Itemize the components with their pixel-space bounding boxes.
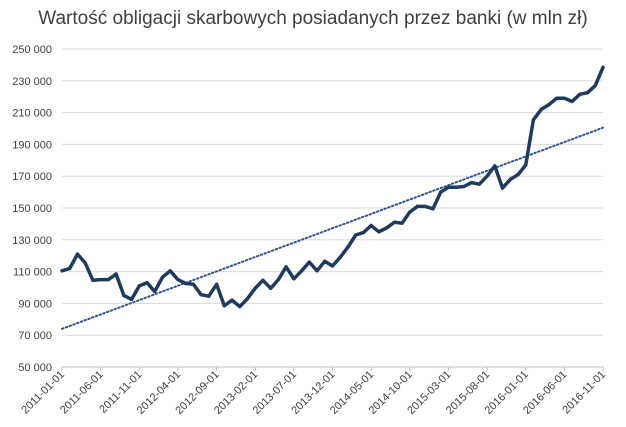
data-point (485, 174, 489, 178)
data-point (261, 278, 265, 282)
data-point (338, 255, 342, 259)
data-point (601, 65, 605, 69)
data-point (423, 204, 427, 209)
data-point (253, 286, 257, 290)
chart-title: Wartość obligacji skarbowych posiadanych… (38, 8, 588, 29)
y-tick-label: 110 000 (13, 267, 52, 279)
data-point (462, 184, 466, 189)
data-point (516, 173, 520, 177)
data-point (431, 207, 435, 211)
data-point (547, 103, 551, 107)
data-point (284, 265, 288, 269)
data-point (539, 107, 543, 112)
data-point (415, 204, 420, 209)
y-tick-label: 50 000 (18, 362, 52, 374)
data-point (531, 118, 536, 122)
data-point (191, 282, 195, 286)
data-point (75, 252, 80, 256)
data-point (184, 281, 188, 286)
data-point (493, 164, 497, 168)
data-point (137, 284, 141, 288)
y-tick-label: 170 000 (12, 171, 52, 183)
series-line (60, 65, 605, 309)
data-point (330, 264, 335, 268)
data-point (114, 272, 118, 276)
data-point (199, 293, 203, 297)
data-point (129, 297, 134, 302)
data-point (299, 269, 304, 273)
y-tick-label: 70 000 (18, 330, 52, 342)
trendline (61, 126, 604, 330)
data-point (385, 226, 389, 230)
data-point (176, 277, 180, 282)
data-point (408, 210, 412, 214)
data-point (585, 91, 590, 95)
data-point (222, 304, 226, 308)
data-point (307, 260, 311, 264)
y-tick-label: 150 000 (12, 203, 52, 215)
data-point (470, 180, 474, 185)
data-point (145, 281, 149, 285)
y-tick-label: 250 000 (12, 44, 52, 56)
y-tick-label: 130 000 (12, 235, 52, 247)
data-point (369, 223, 373, 228)
data-point (323, 259, 327, 263)
data-point (454, 185, 458, 189)
data-point (269, 286, 273, 290)
y-tick-label: 90 000 (18, 298, 52, 310)
data-point (578, 92, 582, 96)
data-point (292, 277, 296, 281)
data-point (392, 220, 396, 224)
data-point (346, 245, 350, 249)
data-point (508, 177, 512, 181)
data-point (91, 278, 95, 282)
data-point (593, 83, 597, 88)
data-point (168, 269, 172, 273)
data-point (439, 190, 443, 194)
data-point (83, 261, 87, 265)
data-point (361, 231, 366, 235)
y-tick-label: 230 000 (12, 76, 52, 88)
data-point (562, 96, 566, 100)
data-point (60, 269, 64, 273)
data-point (122, 293, 126, 298)
data-point (354, 233, 358, 237)
data-point (570, 99, 574, 104)
data-point (555, 96, 559, 100)
data-point (500, 186, 505, 190)
data-point (377, 230, 381, 234)
data-point (315, 269, 319, 273)
data-point (153, 289, 157, 294)
data-point (207, 294, 211, 298)
data-point (400, 221, 404, 225)
data-point (245, 297, 250, 301)
data-point (106, 277, 110, 282)
y-tick-label: 210 000 (12, 108, 52, 120)
data-point (214, 282, 219, 286)
data-point (99, 277, 103, 282)
data-point (238, 304, 242, 309)
data-point (477, 182, 481, 186)
data-point (230, 298, 234, 302)
data-point (160, 275, 165, 279)
data-point (446, 185, 451, 189)
data-point (68, 266, 72, 271)
data-point (276, 277, 280, 282)
y-tick-label: 190 000 (12, 139, 52, 151)
data-point (524, 163, 528, 167)
